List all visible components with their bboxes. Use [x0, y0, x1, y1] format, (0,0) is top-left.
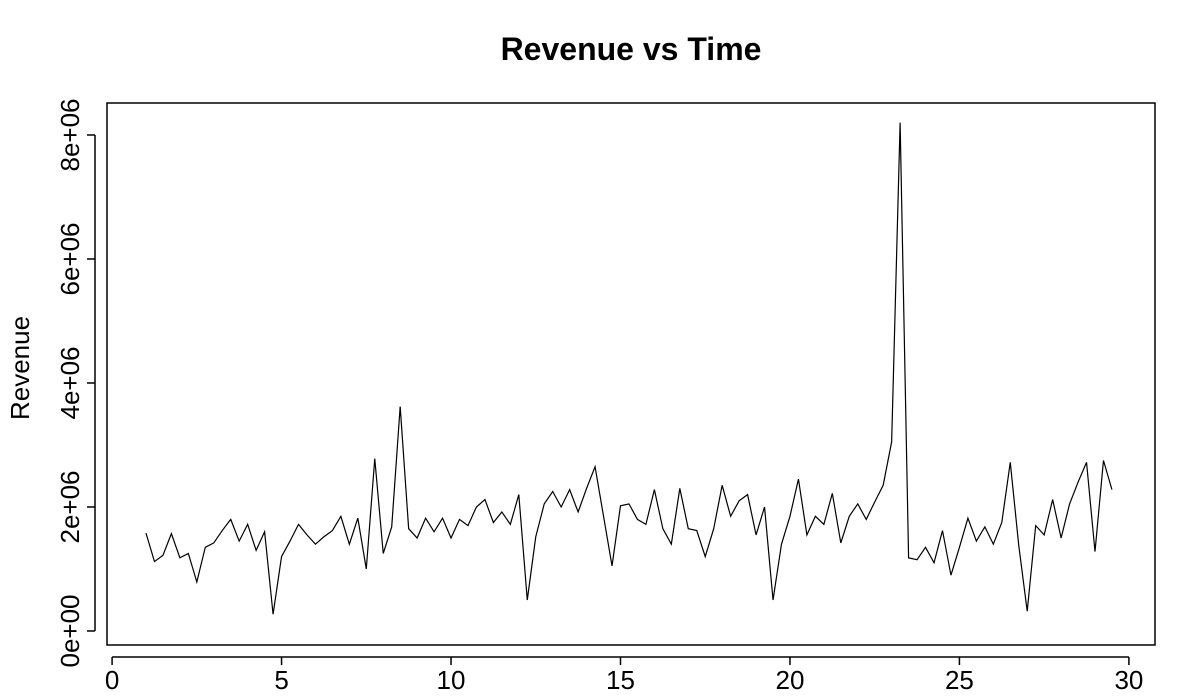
y-tick-label: 4e+06	[55, 346, 85, 419]
y-tick-label: 2e+06	[55, 470, 85, 543]
x-tick-label: 0	[105, 665, 119, 692]
y-tick-label: 6e+06	[55, 222, 85, 295]
x-tick-label: 30	[1114, 665, 1143, 692]
x-tick-label: 5	[274, 665, 288, 692]
y-axis-title: Revenue	[5, 316, 35, 420]
chart-title: Revenue vs Time	[501, 31, 762, 67]
x-tick-label: 25	[945, 665, 974, 692]
y-tick-label: 0e+00	[55, 594, 85, 667]
plot-box	[106, 102, 1156, 646]
y-tick-label: 8e+06	[55, 98, 85, 171]
x-tick-label: 10	[437, 665, 466, 692]
x-tick-label: 15	[606, 665, 635, 692]
line	[145, 122, 1113, 615]
x-tick-label: 20	[776, 665, 805, 692]
